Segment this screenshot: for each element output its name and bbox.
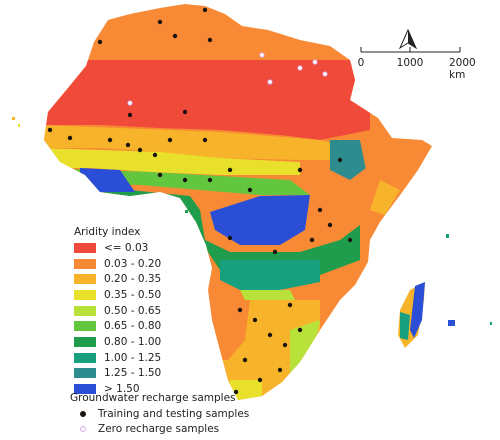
training-sample-point [227, 167, 233, 173]
north-arrow [398, 28, 418, 50]
training-sample-point [127, 112, 133, 118]
training-sample-point [167, 137, 173, 143]
legend-swatch [74, 368, 96, 379]
legend-swatch [74, 242, 96, 253]
zero-recharge-point [127, 100, 133, 106]
training-sample-point [202, 137, 208, 143]
zero-recharge-point [312, 59, 318, 65]
madagascar [398, 282, 425, 348]
training-sample-point [347, 237, 353, 243]
legend-item: 0.65 - 0.80 [74, 318, 161, 334]
zero-recharge-point [322, 71, 328, 77]
training-sample-point [327, 222, 333, 228]
training-sample-point [237, 307, 243, 313]
training-sample-point [233, 389, 239, 395]
training-sample-point [137, 147, 143, 153]
training-sample-point [47, 127, 53, 133]
legend-item: 0.50 - 0.65 [74, 303, 161, 319]
training-sample-point [242, 357, 248, 363]
samples-legend-item-training: Training and testing samples [70, 406, 249, 421]
training-sample-point [172, 33, 178, 39]
samples-legend-label: Zero recharge samples [98, 422, 220, 435]
legend-label: 0.35 - 0.50 [104, 288, 162, 301]
zero-recharge-point [297, 65, 303, 71]
training-sample-point [152, 152, 158, 158]
training-sample-dot-icon [80, 410, 86, 417]
training-sample-point [277, 367, 283, 373]
training-sample-point [125, 142, 131, 148]
training-sample-point [157, 19, 163, 25]
legend-swatch [74, 321, 96, 332]
training-sample-point [182, 109, 188, 115]
training-sample-point [272, 249, 278, 255]
legend-label: 0.80 - 1.00 [104, 335, 162, 348]
legend-label: 1.00 - 1.25 [104, 351, 162, 364]
legend-swatch [74, 384, 96, 395]
legend-swatch [74, 274, 96, 285]
legend-label: > 1.50 [104, 383, 140, 396]
zero-recharge-dot-icon [80, 425, 86, 432]
legend-label: 0.03 - 0.20 [104, 257, 162, 270]
legend-swatch [74, 258, 96, 269]
training-sample-point [297, 327, 303, 333]
legend-swatch [74, 336, 96, 347]
training-sample-point [257, 377, 263, 383]
training-sample-point [252, 317, 258, 323]
legend-item: 0.35 - 0.50 [74, 287, 161, 303]
legend-title: Aridity index [74, 226, 141, 238]
samples-legend-title: Groundwater recharge samples [70, 392, 236, 404]
samples-legend: Groundwater recharge samples Training an… [70, 391, 249, 436]
samples-legend-item-zero: Zero recharge samples [70, 421, 249, 436]
scale-label-end: 2000 km [449, 57, 476, 81]
legend-item: <= 0.03 [74, 240, 161, 256]
zero-recharge-point [267, 79, 273, 85]
samples-legend-label: Training and testing samples [98, 407, 250, 420]
training-sample-point [207, 177, 213, 183]
legend-label: 0.20 - 0.35 [104, 273, 162, 286]
scale-bar [360, 47, 461, 53]
training-sample-point [317, 207, 323, 213]
legend-item: 0.20 - 0.35 [74, 271, 161, 287]
training-sample-point [107, 137, 113, 143]
aridity-legend: Aridity index <= 0.03 0.03 - 0.20 0.20 -… [74, 224, 161, 397]
training-sample-point [202, 7, 208, 13]
zero-recharge-points [127, 52, 328, 106]
zero-recharge-point [259, 52, 265, 58]
training-sample-point [337, 157, 343, 163]
legend-swatch [74, 305, 96, 316]
training-sample-point [309, 237, 315, 243]
legend-item: > 1.50 [74, 381, 161, 397]
legend-label: 1.25 - 1.50 [104, 367, 162, 380]
legend-label: 0.50 - 0.65 [104, 304, 162, 317]
small-islands [12, 117, 492, 326]
scale-label-start: 0 [357, 57, 365, 69]
legend-swatch [74, 289, 96, 300]
scale-label-mid: 1000 [396, 57, 424, 69]
training-sample-points [47, 7, 353, 395]
training-sample-point [67, 135, 73, 141]
training-sample-point [227, 235, 233, 241]
legend-label: 0.65 - 0.80 [104, 320, 162, 333]
training-sample-point [267, 332, 273, 338]
training-sample-point [247, 187, 253, 193]
legend-swatch [74, 352, 96, 363]
legend-item: 1.00 - 1.25 [74, 350, 161, 366]
legend-item: 1.25 - 1.50 [74, 366, 161, 382]
legend-label: <= 0.03 [104, 241, 149, 254]
training-sample-point [157, 172, 163, 178]
legend-item: 0.80 - 1.00 [74, 334, 161, 350]
training-sample-point [182, 177, 188, 183]
training-sample-point [207, 37, 213, 43]
legend-item: 0.03 - 0.20 [74, 256, 161, 272]
training-sample-point [297, 167, 303, 173]
training-sample-point [287, 302, 293, 308]
training-sample-point [282, 342, 288, 348]
training-sample-point [97, 39, 103, 45]
